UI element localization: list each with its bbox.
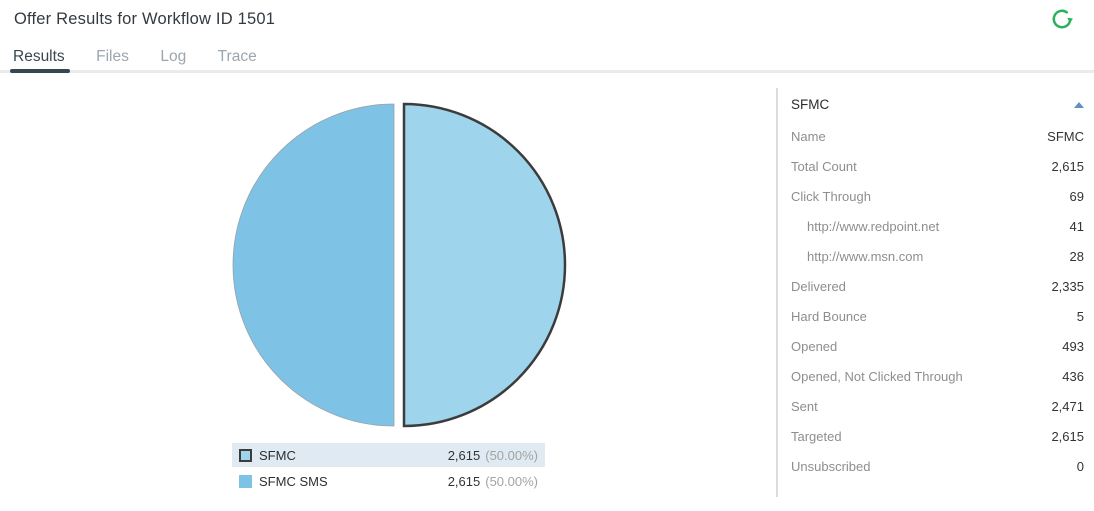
legend-percent: (50.00%) bbox=[485, 473, 538, 489]
panel-row-url-redpoint: http://www.redpoint.net 41 bbox=[807, 218, 1084, 234]
tab-bar: Results Files Log Trace bbox=[0, 44, 1094, 73]
chart-legend: SFMC 2,615 (50.00%) SFMC SMS 2,615 (50.0… bbox=[232, 443, 545, 495]
details-panel-header[interactable]: SFMC bbox=[791, 88, 1084, 121]
panel-row-click-through: Click Through 69 bbox=[791, 188, 1084, 204]
details-panel-title: SFMC bbox=[791, 97, 830, 112]
refresh-button[interactable] bbox=[1050, 7, 1074, 31]
legend-item-sfmc-sms[interactable]: SFMC SMS 2,615 (50.00%) bbox=[232, 469, 545, 493]
panel-row-hard-bounce: Hard Bounce 5 bbox=[791, 308, 1084, 324]
refresh-icon bbox=[1052, 9, 1073, 29]
panel-row-unsubscribed: Unsubscribed 0 bbox=[791, 458, 1084, 474]
pie-slice-sfmc[interactable] bbox=[402, 102, 567, 428]
panel-row-sent: Sent 2,471 bbox=[791, 398, 1084, 414]
panel-row-url-msn: http://www.msn.com 28 bbox=[807, 248, 1084, 264]
tab-results[interactable]: Results bbox=[10, 44, 70, 73]
panel-row-name: Name SFMC bbox=[791, 128, 1084, 144]
legend-label: SFMC SMS bbox=[259, 473, 328, 489]
legend-value: 2,615 bbox=[447, 447, 481, 463]
details-panel: SFMC Name SFMC Total Count 2,615 Click Thr… bbox=[776, 88, 1094, 497]
legend-percent: (50.00%) bbox=[485, 447, 538, 463]
panel-row-total-count: Total Count 2,615 bbox=[791, 158, 1084, 174]
panel-row-opened-not-clicked: Opened, Not Clicked Through 436 bbox=[791, 368, 1084, 384]
tab-files[interactable]: Files bbox=[96, 48, 129, 65]
panel-row-targeted: Targeted 2,615 bbox=[791, 428, 1084, 444]
tab-trace[interactable]: Trace bbox=[217, 48, 257, 65]
page-title: Offer Results for Workflow ID 1501 bbox=[14, 10, 276, 28]
legend-swatch-sfmc-sms bbox=[239, 474, 252, 488]
panel-row-opened: Opened 493 bbox=[791, 338, 1084, 354]
panel-row-delivered: Delivered 2,335 bbox=[791, 278, 1084, 294]
chevron-up-icon[interactable] bbox=[1074, 101, 1084, 108]
legend-label: SFMC bbox=[259, 447, 296, 463]
legend-value: 2,615 bbox=[447, 473, 481, 489]
legend-swatch-sfmc bbox=[239, 448, 252, 462]
pie-slice-sfmc-sms[interactable] bbox=[232, 103, 395, 427]
pie-chart bbox=[232, 102, 567, 428]
tab-log[interactable]: Log bbox=[160, 48, 187, 65]
legend-item-sfmc[interactable]: SFMC 2,615 (50.00%) bbox=[232, 443, 545, 467]
